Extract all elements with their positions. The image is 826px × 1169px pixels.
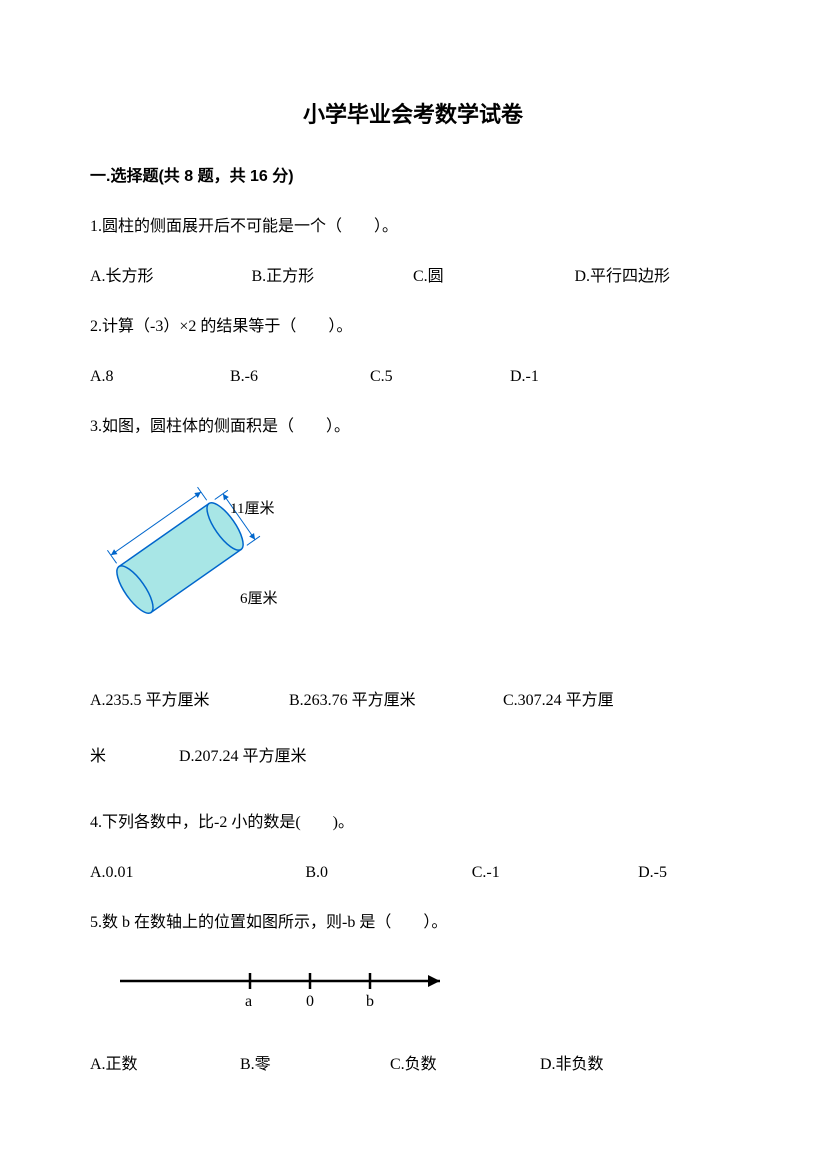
question-1: 1.圆柱的侧面展开后不可能是一个（ ）。 bbox=[90, 209, 736, 244]
q3-option-a: A.235.5 平方厘米 bbox=[90, 673, 285, 729]
q3-option-c-part2: 米 bbox=[90, 729, 175, 785]
q5-option-a: A.正数 bbox=[90, 1051, 240, 1080]
q4-option-c: C.-1 bbox=[472, 859, 638, 888]
question-5: 5.数 b 在数轴上的位置如图所示，则-b 是（ ）。 bbox=[90, 905, 736, 940]
q4-option-a: A.0.01 bbox=[90, 859, 305, 888]
q2-option-d: D.-1 bbox=[510, 363, 650, 392]
q4-option-b: B.0 bbox=[305, 859, 471, 888]
q1-option-c: C.圆 bbox=[413, 263, 575, 292]
question-3: 3.如图，圆柱体的侧面积是（ ）。 bbox=[90, 409, 736, 444]
cylinder-length-label: 11厘米 bbox=[230, 500, 274, 517]
numline-label-a: a bbox=[245, 993, 252, 1010]
cylinder-diameter-label: 6厘米 bbox=[240, 590, 278, 607]
q1-option-b: B.正方形 bbox=[252, 263, 414, 292]
number-line-diagram: a 0 b bbox=[110, 961, 736, 1027]
q3-options: A.235.5 平方厘米 B.263.76 平方厘米 C.307.24 平方厘 … bbox=[90, 673, 736, 785]
section-header: 一.选择题(共 8 题，共 16 分) bbox=[90, 163, 736, 192]
numline-label-b: b bbox=[366, 993, 374, 1010]
cylinder-diagram: 11厘米 6厘米 bbox=[90, 463, 736, 644]
q4-options: A.0.01 B.0 C.-1 D.-5 bbox=[90, 859, 736, 888]
q3-option-b: B.263.76 平方厘米 bbox=[289, 673, 499, 729]
q3-option-d: D.207.24 平方厘米 bbox=[179, 729, 307, 785]
question-4: 4.下列各数中，比-2 小的数是( )。 bbox=[90, 805, 736, 840]
q1-option-a: A.长方形 bbox=[90, 263, 252, 292]
q2-options: A.8 B.-6 C.5 D.-1 bbox=[90, 363, 736, 392]
q5-options: A.正数 B.零 C.负数 D.非负数 bbox=[90, 1051, 736, 1080]
q2-option-a: A.8 bbox=[90, 363, 230, 392]
numline-label-0: 0 bbox=[306, 993, 314, 1010]
question-2: 2.计算（-3）×2 的结果等于（ ）。 bbox=[90, 309, 736, 344]
q2-option-c: C.5 bbox=[370, 363, 510, 392]
q5-option-d: D.非负数 bbox=[540, 1051, 690, 1080]
q2-option-b: B.-6 bbox=[230, 363, 370, 392]
q3-option-c-part1: C.307.24 平方厘 bbox=[503, 673, 614, 729]
q4-option-d: D.-5 bbox=[638, 859, 736, 888]
q5-option-c: C.负数 bbox=[390, 1051, 540, 1080]
q1-option-d: D.平行四边形 bbox=[575, 263, 737, 292]
q5-option-b: B.零 bbox=[240, 1051, 390, 1080]
q1-options: A.长方形 B.正方形 C.圆 D.平行四边形 bbox=[90, 263, 736, 292]
exam-title: 小学毕业会考数学试卷 bbox=[90, 95, 736, 135]
